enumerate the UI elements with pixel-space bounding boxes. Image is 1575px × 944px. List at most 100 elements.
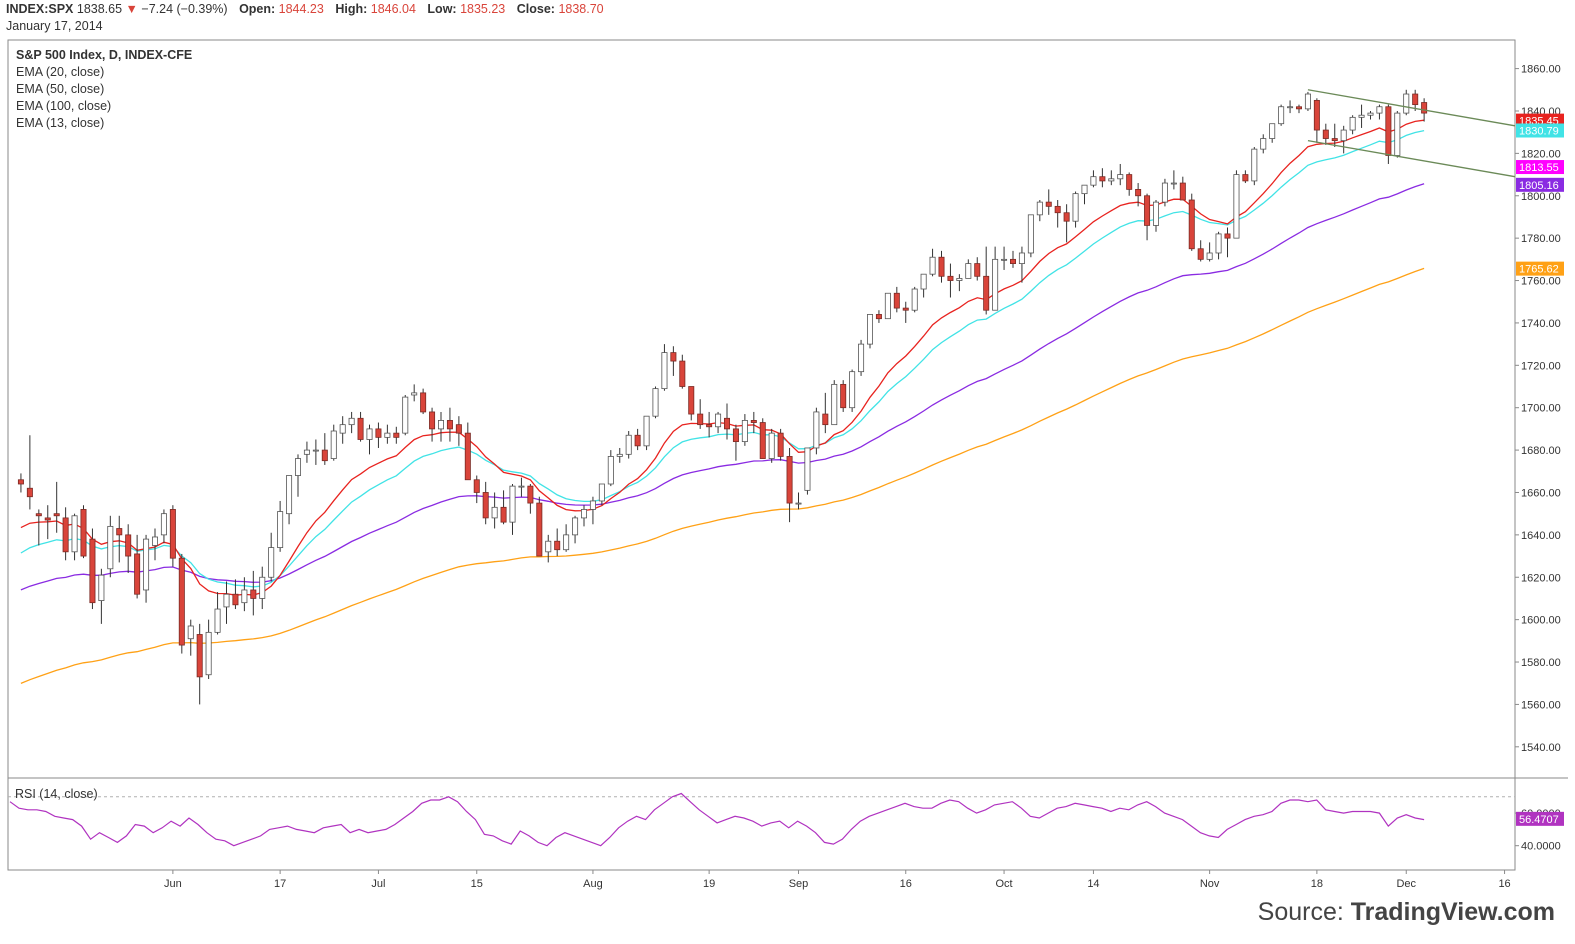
candle bbox=[1027, 214, 1034, 258]
candle-body bbox=[1054, 205, 1061, 214]
candle bbox=[920, 273, 927, 298]
candle bbox=[509, 484, 516, 535]
candle-body bbox=[1412, 93, 1419, 106]
price-axis[interactable]: 1540.00 1560.00 1580.00 1600.00 1620.00 1640.… bbox=[1515, 64, 1561, 754]
candle bbox=[724, 403, 731, 440]
candle-body bbox=[1144, 195, 1151, 226]
candle-body bbox=[259, 576, 266, 599]
candle bbox=[884, 292, 891, 320]
candle bbox=[822, 392, 829, 434]
candle bbox=[71, 513, 78, 561]
candle bbox=[169, 505, 176, 567]
candle-body bbox=[375, 428, 382, 438]
candle-body bbox=[303, 449, 310, 455]
candle-body bbox=[205, 631, 212, 676]
candle-body bbox=[867, 314, 874, 345]
price-tick-label: 1600.00 bbox=[1521, 615, 1561, 627]
candle bbox=[1313, 98, 1320, 143]
candle-body bbox=[527, 485, 534, 504]
price-tick-label: 1780.00 bbox=[1521, 233, 1561, 245]
candle bbox=[929, 248, 936, 277]
rsi-line bbox=[9, 792, 1425, 847]
candle-body bbox=[965, 263, 972, 279]
price-tag: 1805.16 bbox=[1516, 177, 1564, 192]
channel-lower-line bbox=[1307, 140, 1516, 178]
price-tag-box bbox=[1516, 261, 1564, 276]
candle-body bbox=[429, 411, 436, 430]
price-tag: 1830.79 bbox=[1516, 123, 1564, 138]
candle-body bbox=[1126, 174, 1133, 190]
candle bbox=[384, 424, 391, 444]
candle bbox=[947, 263, 954, 298]
trend-channel[interactable] bbox=[1307, 89, 1516, 178]
candle bbox=[1117, 163, 1124, 186]
candle bbox=[804, 447, 811, 495]
candle bbox=[429, 407, 436, 442]
candle bbox=[187, 619, 194, 656]
candle-body bbox=[670, 352, 677, 362]
candle bbox=[1349, 115, 1356, 135]
candle-body bbox=[366, 428, 373, 440]
candle bbox=[107, 515, 114, 578]
chart-frame bbox=[7, 39, 1568, 871]
candle-body bbox=[1161, 182, 1168, 203]
candle bbox=[938, 250, 945, 283]
time-axis[interactable]: Jun17Jul15Aug19Sep16Oct14Nov18Dec1620142… bbox=[164, 870, 1575, 890]
candle-body bbox=[62, 517, 69, 553]
candle-body bbox=[339, 424, 346, 434]
candle-body bbox=[563, 534, 570, 551]
candle-body bbox=[1251, 148, 1258, 182]
price-tag-label: 1830.79 bbox=[1519, 126, 1559, 138]
candle-body bbox=[1063, 212, 1070, 222]
time-tick-label: 15 bbox=[471, 878, 483, 890]
candle-body bbox=[80, 509, 87, 557]
price-tick-label: 1740.00 bbox=[1521, 318, 1561, 330]
time-tick-label: 17 bbox=[274, 878, 286, 890]
candle-body bbox=[89, 538, 96, 604]
candle-body bbox=[1421, 102, 1428, 114]
high-value: 1846.04 bbox=[370, 2, 416, 16]
candle bbox=[670, 346, 677, 376]
candle-body bbox=[777, 432, 784, 457]
candle-body bbox=[160, 513, 167, 536]
candle bbox=[268, 532, 275, 582]
candle bbox=[1304, 91, 1311, 111]
candle bbox=[250, 570, 257, 616]
candle-body bbox=[518, 485, 525, 488]
candle bbox=[625, 431, 632, 459]
candle bbox=[581, 505, 588, 527]
candle-body bbox=[250, 589, 257, 599]
candle-body bbox=[116, 528, 123, 536]
price-tag-label: 1813.55 bbox=[1519, 162, 1559, 174]
candle bbox=[151, 528, 158, 561]
candle-body bbox=[437, 420, 444, 430]
candle-body bbox=[1045, 201, 1052, 207]
time-tick-label: Oct bbox=[996, 878, 1013, 890]
candle bbox=[446, 407, 453, 442]
price-tick-label: 1700.00 bbox=[1521, 403, 1561, 415]
candle-body bbox=[849, 371, 856, 409]
candle bbox=[643, 415, 650, 451]
candle-body bbox=[956, 278, 963, 281]
candle bbox=[1161, 178, 1168, 207]
price-tick-label: 1800.00 bbox=[1521, 191, 1561, 203]
candle bbox=[902, 301, 909, 323]
candle-body bbox=[1224, 233, 1231, 239]
candle bbox=[1188, 193, 1195, 251]
candle-body bbox=[795, 502, 802, 505]
candle bbox=[464, 422, 471, 481]
price-chart[interactable]: 1540.001560.001580.001600.001620.001640.… bbox=[0, 0, 1575, 900]
candle bbox=[455, 416, 462, 446]
last-price: 1838.65 bbox=[76, 2, 123, 16]
candle-body bbox=[223, 593, 230, 608]
time-tick-label: 14 bbox=[1087, 878, 1099, 890]
candle bbox=[732, 424, 739, 461]
candle bbox=[1135, 183, 1142, 207]
candle-body bbox=[652, 388, 659, 417]
candle-body bbox=[1242, 174, 1249, 182]
candle-body bbox=[1090, 176, 1097, 186]
price-tick-label: 1660.00 bbox=[1521, 487, 1561, 499]
candle-body bbox=[482, 492, 489, 519]
candle-body bbox=[1072, 193, 1079, 222]
candle-body bbox=[616, 453, 623, 457]
